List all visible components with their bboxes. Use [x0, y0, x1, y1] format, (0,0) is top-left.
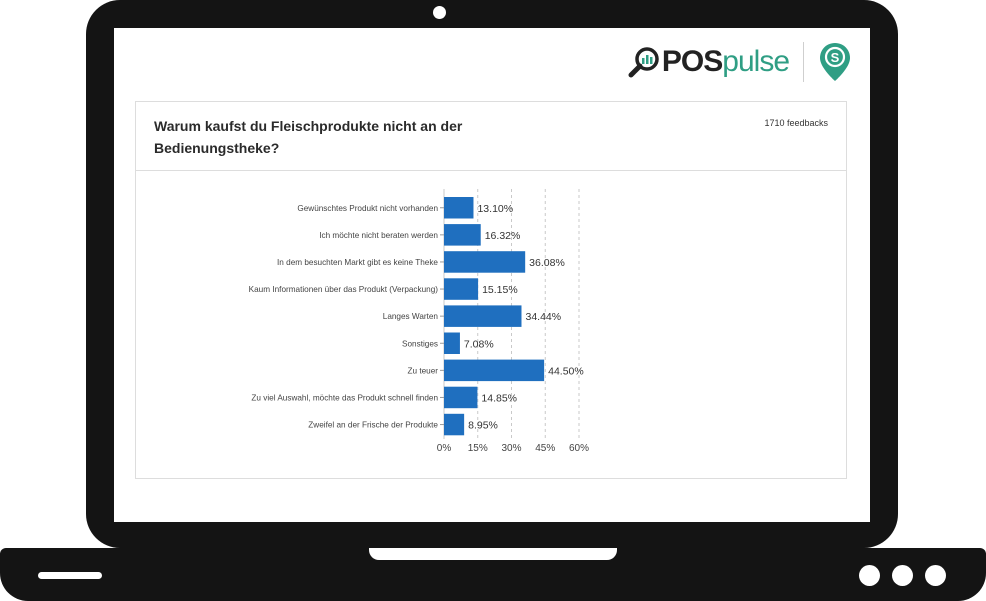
category-label: Zu viel Auswahl, möchte das Produkt schn… [251, 393, 438, 402]
value-label: 44.50% [548, 365, 584, 377]
value-label: 14.85% [481, 392, 517, 404]
webcam [433, 6, 446, 19]
bar-chart: Gewünschtes Produkt nicht vorhanden 13.10… [249, 189, 589, 454]
x-tick-label: 15% [468, 443, 488, 454]
data-bar [444, 224, 481, 246]
value-label: 36.08% [529, 257, 565, 269]
value-label: 16.32% [485, 230, 521, 242]
value-label: 34.44% [525, 311, 561, 323]
card-header: Warum kaufst du Fleischprodukte nicht an… [136, 102, 846, 171]
value-label: 7.08% [464, 338, 494, 350]
laptop-indicator-dot [892, 565, 913, 586]
category-label: Ich möchte nicht beraten werden [319, 231, 438, 240]
brand-name-bold: POS [661, 45, 723, 78]
data-bar [444, 332, 460, 354]
data-bar [444, 359, 545, 382]
data-bar [444, 386, 478, 409]
pin-letter: S [831, 50, 840, 65]
magnifier-chart-icon [628, 47, 659, 78]
laptop-indicator-dot [925, 565, 946, 586]
pospulse-logo: POS pulse S [628, 40, 852, 84]
value-label: 15.15% [482, 284, 518, 296]
data-bar [444, 251, 526, 273]
category-label: Langes Warten [383, 312, 439, 321]
category-label: Gewünschtes Produkt nicht vorhanden [297, 204, 438, 213]
x-tick-label: 45% [535, 443, 555, 454]
data-bar [444, 413, 465, 436]
laptop-screen: POS pulse S Warum kaufst du Fleischprodu… [114, 28, 870, 522]
category-label: Kaum Informationen über das Produkt (Ver… [249, 285, 439, 294]
laptop-hinge-notch [369, 548, 617, 560]
feedback-count: 1710 feedbacks [764, 118, 828, 128]
data-bar [444, 305, 522, 327]
location-pin-icon: S [820, 43, 850, 81]
x-tick-label: 60% [569, 443, 589, 454]
question-title: Warum kaufst du Fleischprodukte nicht an… [154, 118, 463, 156]
data-bar [444, 278, 479, 300]
x-tick-label: 0% [437, 443, 452, 454]
value-label: 13.10% [477, 203, 513, 215]
survey-card: Warum kaufst du Fleischprodukte nicht an… [135, 101, 847, 479]
laptop-slot [38, 572, 102, 579]
data-bar [444, 197, 474, 219]
brand-name-light: pulse [722, 45, 790, 78]
x-tick-label: 30% [501, 443, 521, 454]
laptop-indicator-dot [859, 565, 880, 586]
category-label: Zweifel an der Frische der Produkte [308, 421, 438, 430]
category-label: Sonstiges [402, 339, 438, 348]
value-label: 8.95% [468, 420, 498, 432]
logo-divider [803, 42, 804, 82]
category-label: Zu teuer [408, 366, 439, 375]
category-label: In dem besuchten Markt gibt es keine The… [277, 258, 438, 267]
